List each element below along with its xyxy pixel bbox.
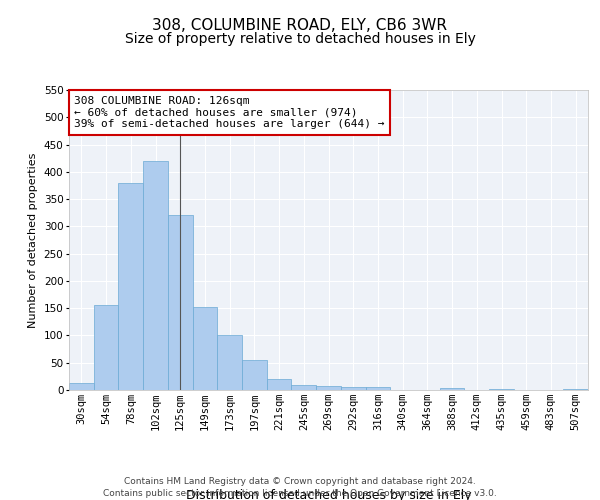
Text: Contains HM Land Registry data © Crown copyright and database right 2024.
Contai: Contains HM Land Registry data © Crown c… — [103, 476, 497, 498]
Bar — [341, 388, 365, 390]
Bar — [69, 383, 94, 390]
Bar — [292, 384, 316, 390]
Bar — [489, 389, 514, 390]
Text: Size of property relative to detached houses in Ely: Size of property relative to detached ho… — [125, 32, 475, 46]
X-axis label: Distribution of detached houses by size in Ely: Distribution of detached houses by size … — [185, 488, 472, 500]
Text: 308 COLUMBINE ROAD: 126sqm
← 60% of detached houses are smaller (974)
39% of sem: 308 COLUMBINE ROAD: 126sqm ← 60% of deta… — [74, 96, 385, 129]
Bar — [94, 306, 118, 390]
Bar — [217, 336, 242, 390]
Bar — [118, 182, 143, 390]
Y-axis label: Number of detached properties: Number of detached properties — [28, 152, 38, 328]
Bar — [242, 360, 267, 390]
Bar — [440, 388, 464, 390]
Bar — [267, 379, 292, 390]
Bar — [365, 388, 390, 390]
Bar — [316, 386, 341, 390]
Text: 308, COLUMBINE ROAD, ELY, CB6 3WR: 308, COLUMBINE ROAD, ELY, CB6 3WR — [152, 18, 448, 32]
Bar — [563, 389, 588, 390]
Bar — [193, 307, 217, 390]
Bar — [143, 161, 168, 390]
Bar — [168, 216, 193, 390]
